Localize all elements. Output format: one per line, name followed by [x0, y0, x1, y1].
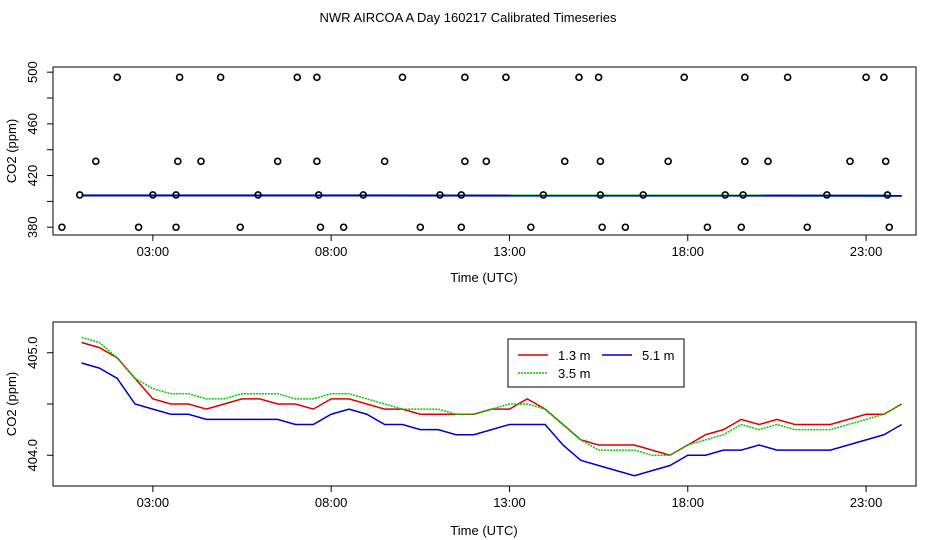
panel-1-point — [313, 73, 321, 82]
panel-1-point — [594, 73, 603, 82]
panel-2-series-lines — [81, 336, 903, 477]
panel-2-x-tick-label: 23:00 — [850, 495, 883, 510]
panel-1-point — [741, 73, 749, 82]
panel-1-x-tick-label: 03:00 — [137, 244, 170, 259]
panel-1-point — [883, 191, 892, 199]
panel-1-point — [174, 157, 182, 166]
panel-1-x-tick-label: 18:00 — [671, 244, 704, 259]
panel-1-point — [862, 73, 870, 82]
panel-1-point — [598, 223, 606, 232]
panel-1-point — [527, 223, 535, 232]
panel-1-y-axis: 380 420 460 500 — [25, 61, 53, 238]
panel-1-x-tick-label: 08:00 — [315, 244, 348, 259]
panel-1-point — [457, 191, 466, 199]
panel-1-point — [741, 157, 749, 166]
panel-2-series-line-3-5-m — [81, 336, 903, 456]
panel-1-point — [783, 73, 792, 82]
panel-2-y-axis: 404.0 405.0 — [25, 336, 53, 472]
panel-1-point — [416, 223, 425, 232]
panel-1-x-axis: 03:00 08:00 13:00 18:00 23:00 — [137, 235, 883, 259]
panel-2-x-tick-label: 13:00 — [493, 495, 526, 510]
panel-1-point — [273, 157, 282, 166]
panel-1-point — [172, 191, 180, 199]
panel-1-point — [398, 73, 407, 82]
panel-2-x-axis: 03:00 08:00 13:00 18:00 23:00 — [137, 486, 883, 510]
panel-2-x-tick-label: 18:00 — [671, 495, 704, 510]
panel-1-point — [58, 223, 66, 232]
panel-1-x-tick-label: 13:00 — [493, 244, 526, 259]
panel-1-point — [461, 157, 469, 166]
panel-1-point — [703, 223, 712, 232]
panel-1-point — [721, 191, 730, 199]
panel-1-y-axis-label: CO2 (ppm) — [4, 119, 19, 183]
panel-2-series-line-5-1-m — [81, 362, 903, 477]
chart-title: NWR AIRCOA A Day 160217 Calibrated Times… — [320, 10, 617, 25]
panel-1-point — [803, 223, 812, 232]
panel-1-scatter: 380 420 460 500 03:00 08:00 13:00 18:00 23:00 T… — [4, 61, 917, 285]
panel-2-y-axis-label: CO2 (ppm) — [4, 372, 19, 436]
legend-label-1-3m: 1.3 m — [558, 348, 591, 363]
panel-1-point — [380, 157, 389, 166]
panel-1-point — [502, 73, 510, 82]
panel-2-series-line-1-3-m — [81, 341, 903, 457]
panel-1-point — [621, 223, 630, 232]
panel-1-point — [664, 157, 672, 166]
panel-1-point — [461, 73, 469, 82]
panel-1-y-tick-label: 420 — [25, 165, 40, 187]
panel-1-point — [823, 191, 831, 199]
panel-2-x-tick-label: 03:00 — [137, 495, 170, 510]
panel-1-point — [197, 157, 205, 166]
panel-1-plot-frame — [52, 66, 917, 236]
panel-2-y-tick-label: 405.0 — [25, 336, 40, 369]
panel-1-points — [58, 73, 894, 232]
panel-1-point — [737, 223, 746, 232]
panel-1-point — [539, 191, 548, 199]
panel-1-x-tick-label: 23:00 — [850, 244, 883, 259]
panel-1-point — [293, 73, 302, 82]
panel-1-point — [134, 223, 143, 232]
panel-1-point — [560, 157, 569, 166]
panel-1-point — [457, 223, 466, 232]
panel-1-point — [436, 191, 444, 199]
panel-1-point — [739, 191, 747, 199]
panel-1-y-tick-label: 380 — [25, 216, 40, 238]
panel-2-y-tick-label: 404.0 — [25, 439, 40, 472]
legend-box — [507, 338, 685, 388]
panel-1-point — [254, 191, 262, 199]
panel-1-point — [339, 223, 348, 232]
panel-1-point — [846, 157, 854, 166]
panel-1-point — [314, 191, 323, 199]
panel-1-point — [575, 73, 583, 82]
panel-1-point — [316, 223, 325, 232]
legend: 1.3 m 5.1 m 3.5 m — [507, 338, 685, 388]
panel-1-point — [880, 73, 888, 82]
panel-1-point — [113, 73, 121, 82]
panel-1-point — [596, 191, 605, 199]
legend-label-5-1m: 5.1 m — [642, 348, 675, 363]
panel-1-point — [75, 191, 84, 199]
panel-1-x-axis-label: Time (UTC) — [450, 270, 517, 285]
panel-1-y-tick-label: 500 — [25, 61, 40, 83]
panel-1-point — [172, 223, 180, 232]
panel-1-point — [639, 191, 647, 199]
panel-1-point — [359, 191, 368, 199]
legend-label-3-5m: 3.5 m — [558, 366, 591, 381]
panel-1-y-tick-label: 460 — [25, 113, 40, 135]
panel-1-point — [216, 73, 225, 82]
panel-1-point — [764, 157, 772, 166]
panel-1-point — [91, 157, 100, 166]
panel-1-point — [881, 157, 890, 166]
panel-2-x-axis-label: Time (UTC) — [450, 523, 517, 538]
panel-1-point — [596, 157, 605, 166]
panel-1-point — [175, 73, 184, 82]
panel-1-point — [236, 223, 245, 232]
panel-1-point — [482, 157, 491, 166]
panel-2-x-tick-label: 08:00 — [315, 495, 348, 510]
panel-1-point — [149, 191, 157, 199]
panel-1-point — [885, 223, 894, 232]
panel-2-line: 404.0 405.0 03:00 08:00 13:00 18:00 23:00 Tim… — [4, 321, 917, 538]
panel-1-point — [313, 157, 321, 166]
panel-1-point — [680, 73, 689, 82]
